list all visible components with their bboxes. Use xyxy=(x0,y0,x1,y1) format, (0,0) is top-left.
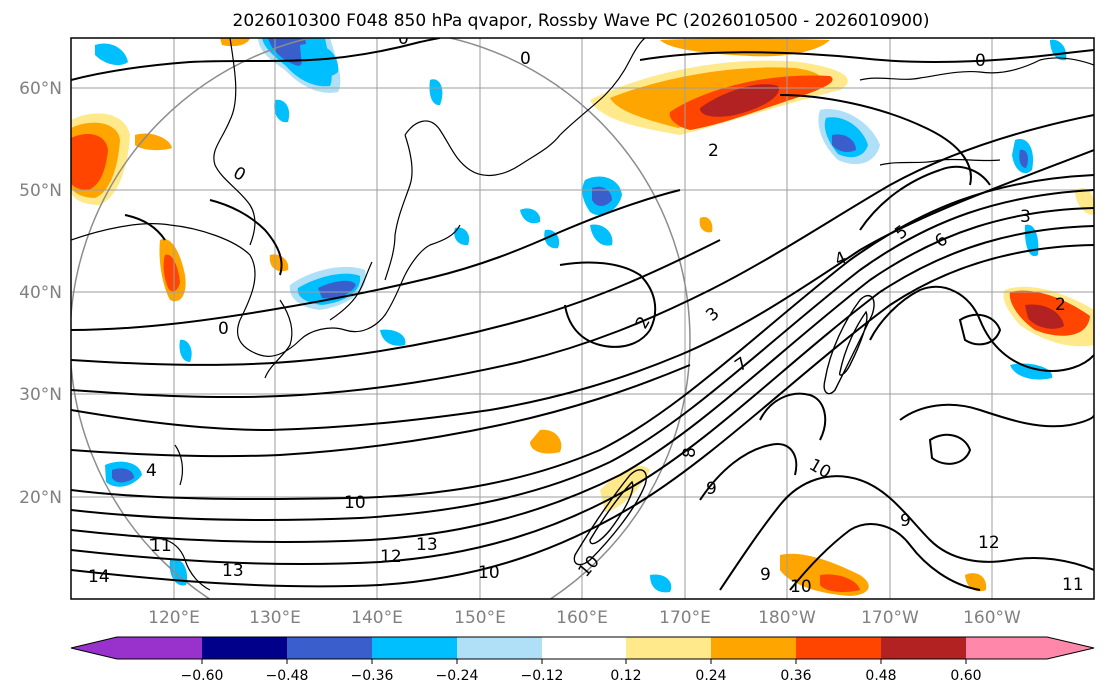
lat-label-50n: 50°N xyxy=(19,181,62,201)
lon-label-160e: 160°E xyxy=(556,608,608,628)
colorbar-segment xyxy=(117,637,202,659)
colorbar-tick-label: −0.48 xyxy=(266,668,309,684)
map-gridlines xyxy=(71,38,1094,599)
lat-label-20n: 20°N xyxy=(19,488,62,508)
colorbar-tick-label: 0.36 xyxy=(780,668,811,684)
colorbar-segment xyxy=(711,637,796,659)
contour-label: 0 xyxy=(218,319,229,339)
lon-label-130e: 130°E xyxy=(249,608,301,628)
colorbar-segment xyxy=(881,637,966,659)
contour-label: 10 xyxy=(478,563,500,583)
colorbar-segment xyxy=(796,637,881,659)
colorbar-tick-label: −0.24 xyxy=(436,668,479,684)
lon-label-170w: 170°W xyxy=(861,608,919,628)
contour-label: 11 xyxy=(1062,575,1084,595)
positive-anomaly-shading xyxy=(71,38,1094,596)
map-area: 0 0 0 0 0 2 2 2 3 3 4 4 5 6 7 8 9 9 9 10… xyxy=(71,29,1094,599)
colorbar-segment xyxy=(372,637,457,659)
lat-label-30n: 30°N xyxy=(19,385,62,405)
contour-label: 13 xyxy=(416,535,438,555)
map-frame xyxy=(70,37,1095,600)
colorbar-segment xyxy=(966,637,1047,659)
lat-label-40n: 40°N xyxy=(19,283,62,303)
lon-label-150e: 150°E xyxy=(454,608,506,628)
contour-label: 4 xyxy=(146,461,157,481)
colorbar-tick-label: 0.24 xyxy=(695,668,726,684)
contour-label: 14 xyxy=(88,567,110,587)
lon-label-120e: 120°E xyxy=(148,608,200,628)
colorbar-tick-label: −0.12 xyxy=(521,668,564,684)
region-circle xyxy=(71,38,691,599)
contour-label: 2 xyxy=(1055,295,1066,315)
map-title: 2026010300 F048 850 hPa qvapor, Rossby W… xyxy=(233,11,930,31)
colorbar-extend-low xyxy=(71,637,117,659)
contour-label: 9 xyxy=(760,565,771,585)
contour-label: 11 xyxy=(150,536,172,556)
colorbar-tick-label: 0.48 xyxy=(865,668,896,684)
colorbar-ticks xyxy=(201,659,967,664)
lon-label-160w: 160°W xyxy=(963,608,1021,628)
colorbar-segment xyxy=(457,637,542,659)
colorbar-tick-label: −0.60 xyxy=(181,668,224,684)
colorbar-extend-high xyxy=(1047,637,1094,659)
colorbar: −0.60 −0.48 −0.36 −0.24 −0.12 0.12 0.24 … xyxy=(70,636,1095,684)
contour-label: 8 xyxy=(680,447,700,458)
contour-label: 12 xyxy=(978,533,1000,553)
contour-label: 13 xyxy=(222,561,244,581)
colorbar-tick-label: 0.60 xyxy=(950,668,981,684)
latitude-labels: 60°N 50°N 40°N 30°N 20°N xyxy=(19,79,62,508)
colorbar-segment xyxy=(542,637,626,659)
contour-label: 0 xyxy=(520,49,531,69)
negative-anomaly-shading xyxy=(95,38,1067,593)
lon-label-180w: 180°W xyxy=(758,608,816,628)
colorbar-segment xyxy=(202,637,287,659)
contour-label: 9 xyxy=(706,479,717,499)
lat-label-60n: 60°N xyxy=(19,79,62,99)
lon-label-170e: 170°E xyxy=(659,608,711,628)
contour-label: 0 xyxy=(398,29,409,49)
colorbar-tick-label: −0.36 xyxy=(351,668,394,684)
longitude-labels: 120°E 130°E 140°E 150°E 160°E 170°E 180°… xyxy=(148,608,1021,628)
lon-label-140e: 140°E xyxy=(351,608,403,628)
colorbar-outline xyxy=(70,636,1095,660)
contour-label: 10 xyxy=(344,493,366,513)
colorbar-tick-label: 0.12 xyxy=(610,668,641,684)
contour-label: 12 xyxy=(380,547,402,567)
colorbar-segment xyxy=(626,637,711,659)
contour-label: 0 xyxy=(975,51,986,71)
contour-label: 2 xyxy=(708,141,719,161)
colorbar-segment xyxy=(287,637,372,659)
contour-label: 3 xyxy=(1020,207,1031,227)
contour-label: 10 xyxy=(790,577,812,597)
contour-lines xyxy=(71,38,1094,591)
contour-label: 9 xyxy=(900,511,911,531)
